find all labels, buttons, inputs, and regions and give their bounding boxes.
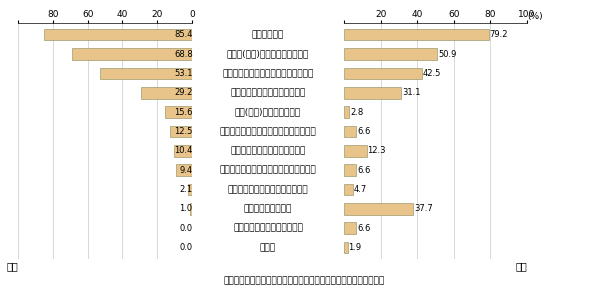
Bar xyxy=(344,68,421,79)
Bar xyxy=(344,203,413,215)
Bar xyxy=(344,29,489,40)
Bar xyxy=(344,126,356,137)
Bar xyxy=(72,48,192,60)
Text: 12.5: 12.5 xyxy=(174,127,192,136)
Bar xyxy=(44,29,192,40)
Bar xyxy=(175,164,192,176)
Bar xyxy=(344,184,353,195)
Text: 制度的・政治的に安定している: 制度的・政治的に安定している xyxy=(230,146,306,155)
Text: その他: その他 xyxy=(260,243,276,252)
Text: 12.3: 12.3 xyxy=(367,146,386,155)
Bar xyxy=(344,242,348,253)
Text: 知的財産権等に対する意識が高い: 知的財産権等に対する意識が高い xyxy=(228,185,308,194)
Text: インフラが整備されており信頼性も高い: インフラが整備されており信頼性も高い xyxy=(220,166,316,175)
Bar xyxy=(344,164,356,176)
Text: ソフトの高い技術力を持つ人材が多い: ソフトの高い技術力を持つ人材が多い xyxy=(222,69,314,78)
Bar xyxy=(100,68,192,79)
Text: 79.2: 79.2 xyxy=(490,30,508,39)
Bar xyxy=(344,87,401,98)
Bar xyxy=(174,145,192,157)
Text: 0.0: 0.0 xyxy=(180,224,192,233)
Text: インフラ費用が安い: インフラ費用が安い xyxy=(244,204,292,213)
Bar xyxy=(188,184,192,195)
Text: 37.7: 37.7 xyxy=(414,204,432,213)
Text: 2.8: 2.8 xyxy=(350,108,364,117)
Text: 0.0: 0.0 xyxy=(180,243,192,252)
Text: 42.5: 42.5 xyxy=(423,69,441,78)
Text: 10.4: 10.4 xyxy=(174,146,192,155)
Text: 税制・金融上の優遇策がある: 税制・金融上の優遇策がある xyxy=(233,224,303,233)
Text: 15.6: 15.6 xyxy=(174,108,192,117)
Bar xyxy=(344,106,349,118)
Text: 4.7: 4.7 xyxy=(354,185,367,194)
Bar xyxy=(170,126,192,137)
Text: 1.9: 1.9 xyxy=(348,243,362,252)
Text: 日本(米国)と地理的に近い: 日本(米国)と地理的に近い xyxy=(235,108,301,117)
Text: 開発アウトプットの品質が高い: 開発アウトプットの品質が高い xyxy=(230,88,306,97)
Text: 9.4: 9.4 xyxy=(180,166,192,175)
Bar xyxy=(165,106,192,118)
Text: 日本語(英語)を使える人材が多い: 日本語(英語)を使える人材が多い xyxy=(227,50,309,58)
Text: (%): (%) xyxy=(527,12,543,21)
Bar xyxy=(141,87,192,98)
Bar xyxy=(344,222,356,234)
Text: 6.6: 6.6 xyxy=(357,166,370,175)
Text: 50.9: 50.9 xyxy=(438,50,456,58)
Text: 米国: 米国 xyxy=(515,261,527,271)
Text: 53.1: 53.1 xyxy=(174,69,192,78)
Text: 31.1: 31.1 xyxy=(402,88,420,97)
Text: 6.6: 6.6 xyxy=(357,224,370,233)
Text: 日本: 日本 xyxy=(7,261,18,271)
Bar xyxy=(344,48,437,60)
Bar xyxy=(344,145,367,157)
Text: 68.8: 68.8 xyxy=(174,50,192,58)
Text: （出典）「オフショアリングの進展とその影響に関する調査研究」: （出典）「オフショアリングの進展とその影響に関する調査研究」 xyxy=(224,276,385,285)
Bar xyxy=(190,203,192,215)
Text: 1.0: 1.0 xyxy=(180,204,192,213)
Text: 85.4: 85.4 xyxy=(174,30,192,39)
Text: 2.1: 2.1 xyxy=(180,185,192,194)
Text: 人件費が安い: 人件費が安い xyxy=(252,30,284,39)
Text: 情報セキュリティ等に対する意識が高い: 情報セキュリティ等に対する意識が高い xyxy=(220,127,316,136)
Text: 6.6: 6.6 xyxy=(357,127,370,136)
Text: 29.2: 29.2 xyxy=(174,88,192,97)
